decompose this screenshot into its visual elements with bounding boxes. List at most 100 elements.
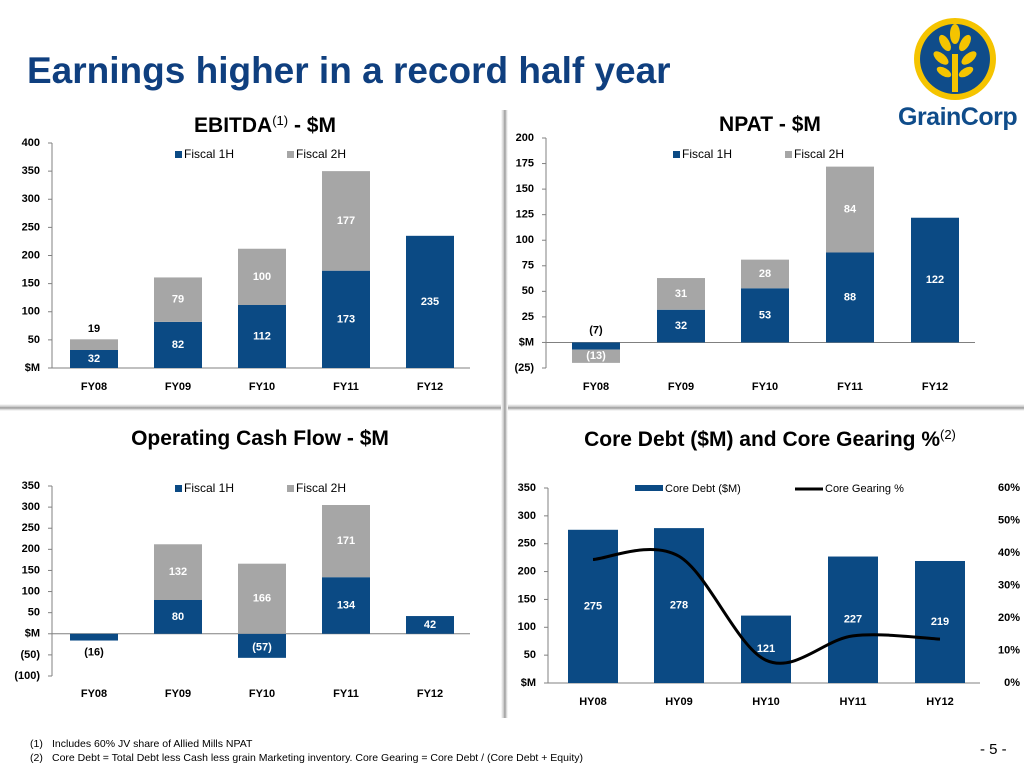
ocf-y-tick-label: (50): [20, 649, 40, 661]
core-debt-y-tick-label: $M: [521, 677, 536, 689]
core-debt-y-tick-label: 100: [518, 621, 536, 633]
ocf-data-label: 80: [172, 611, 184, 623]
ebitda-y-tick-label: 300: [22, 193, 40, 205]
ebitda-data-label: 235: [421, 296, 439, 308]
ocf-x-tick-label: FY10: [249, 688, 275, 700]
core-debt-x-tick-label: HY11: [840, 696, 867, 708]
ebitda-y-tick-label: 250: [22, 221, 40, 233]
core-debt-gearing-line: [592, 547, 941, 665]
npat-legend-label: Fiscal 2H: [794, 147, 844, 161]
core-debt-y-tick-label: 350: [518, 482, 536, 494]
ebitda-data-label: 79: [172, 294, 184, 306]
ocf-data-label: (16): [84, 646, 104, 658]
ebitda-legend-swatch: [175, 151, 182, 158]
ebitda-title-unit: - $M: [288, 114, 336, 137]
npat-data-label: (13): [586, 350, 606, 362]
ocf-legend-swatch: [175, 485, 182, 492]
npat-y-tick-label: 200: [516, 132, 534, 144]
core-debt-data-label: 219: [931, 616, 949, 628]
core-debt-data-label: 275: [584, 600, 602, 612]
npat-x-tick-label: FY08: [583, 381, 609, 393]
ebitda-chart-title: EBITDA(1) - $M: [150, 113, 380, 138]
ocf-y-tick-label: (100): [14, 670, 40, 682]
core-debt-y2-tick-label: 20%: [998, 612, 1020, 624]
npat-bar-fiscal-2h: [572, 349, 620, 363]
npat-data-label: 31: [675, 288, 687, 300]
ebitda-y-tick-label: 400: [22, 137, 40, 149]
ebitda-legend-label: Fiscal 2H: [296, 147, 346, 161]
core-debt-title-footnote: (2): [940, 427, 956, 442]
npat-data-label: 122: [926, 274, 944, 286]
npat-y-tick-label: $M: [519, 336, 534, 348]
ebitda-data-label: 19: [88, 323, 100, 335]
core-debt-x-tick-label: HY12: [926, 696, 954, 708]
npat-y-tick-label: (25): [514, 362, 534, 374]
page-title: Earnings higher in a record half year: [27, 50, 671, 91]
ocf-x-tick-label: FY08: [81, 688, 107, 700]
core-debt-y-tick-label: 300: [518, 510, 536, 522]
core-debt-x-tick-label: HY08: [579, 696, 607, 708]
horizontal-divider: [0, 404, 1024, 411]
ebitda-legend-label: Fiscal 1H: [184, 147, 234, 161]
ebitda-bar-fiscal-1h: [154, 321, 202, 368]
npat-data-label: 32: [675, 320, 687, 332]
ocf-y-tick-label: 350: [22, 480, 40, 492]
footnote-2-number: (2): [30, 752, 43, 764]
ocf-data-label: 42: [424, 619, 436, 631]
ocf-legend-label: Fiscal 1H: [184, 481, 234, 495]
npat-legend-swatch: [673, 151, 680, 158]
ebitda-bar-fiscal-1h: [70, 350, 118, 368]
core-debt-data-label: 278: [670, 599, 688, 611]
ocf-y-tick-label: 50: [28, 607, 40, 619]
core-debt-legend-swatch: [635, 485, 663, 491]
ebitda-data-label: 173: [337, 313, 355, 325]
vertical-divider: [501, 110, 508, 718]
ocf-bar-fiscal-2h: [238, 563, 286, 634]
ebitda-x-tick-label: FY11: [333, 381, 359, 393]
ocf-bar-fiscal-1h: [154, 600, 202, 634]
core-debt-y2-tick-label: 50%: [998, 514, 1020, 526]
npat-data-label: 53: [759, 309, 771, 321]
core-debt-y-tick-label: 50: [524, 649, 536, 661]
core-debt-y2-tick-label: 40%: [998, 547, 1020, 559]
core-debt-y-tick-label: 200: [518, 565, 536, 577]
ocf-bar-fiscal-1h: [322, 577, 370, 634]
footnote-2-text: Core Debt = Total Debt less Cash less gr…: [52, 752, 583, 764]
ocf-y-tick-label: 300: [22, 501, 40, 513]
npat-data-label: 28: [759, 268, 771, 280]
npat-y-tick-label: 25: [522, 311, 534, 323]
ebitda-bar-fiscal-2h: [70, 339, 118, 350]
npat-x-tick-label: FY11: [837, 381, 863, 393]
npat-y-tick-label: 150: [516, 183, 534, 195]
npat-x-tick-label: FY09: [668, 381, 694, 393]
ocf-legend-swatch: [287, 485, 294, 492]
core-debt-x-tick-label: HY10: [752, 696, 780, 708]
ebitda-y-tick-label: 200: [22, 249, 40, 261]
footnotes: (1) Includes 60% JV share of Allied Mills…: [30, 737, 583, 765]
core-debt-y-tick-label: 150: [518, 593, 536, 605]
ebitda-data-label: 112: [253, 330, 271, 342]
ebitda-data-label: 177: [337, 215, 355, 227]
ebitda-title-footnote: (1): [272, 113, 289, 128]
core-debt-title-text: Core Debt ($M) and Core Gearing %: [584, 428, 940, 451]
ocf-bar-fiscal-2h: [154, 544, 202, 600]
ebitda-x-tick-label: FY09: [165, 381, 191, 393]
ocf-data-label: 134: [337, 599, 356, 611]
page-number: - 5 -: [980, 741, 1007, 758]
ebitda-y-tick-label: 100: [22, 306, 40, 318]
core-debt-bar-fiscal-1h: [654, 528, 704, 683]
npat-bar-fiscal-1h: [572, 342, 620, 350]
core-debt-data-label: 227: [844, 614, 862, 626]
core-debt-y2-tick-label: 30%: [998, 579, 1020, 591]
footnote-2: (2) Core Debt = Total Debt less Cash less…: [30, 751, 583, 765]
npat-bar-fiscal-1h: [657, 309, 705, 343]
ocf-bar-fiscal-1h: [70, 633, 118, 641]
ocf-data-label: 171: [337, 535, 355, 547]
core-debt-bar-fiscal-1h: [828, 556, 878, 683]
npat-y-tick-label: 50: [522, 285, 534, 297]
ocf-bar-fiscal-1h: [406, 616, 454, 634]
ebitda-bar-fiscal-2h: [154, 277, 202, 322]
